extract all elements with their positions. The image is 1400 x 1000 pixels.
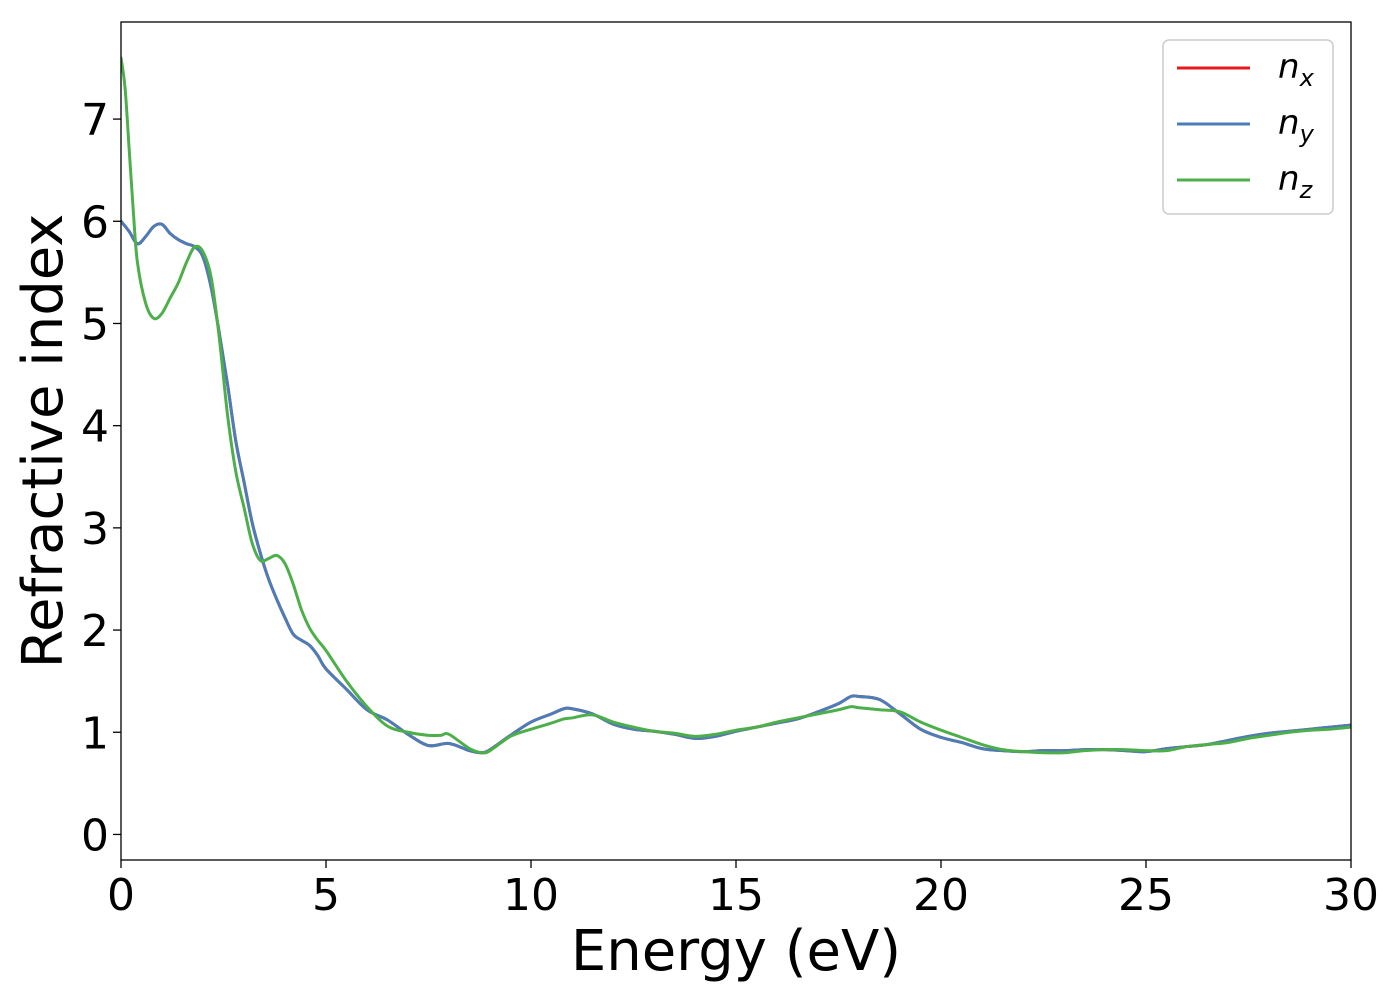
legend-label-y: ny: [1278, 103, 1315, 148]
series-line-z: [121, 56, 1351, 755]
y-tick-label: 3: [81, 504, 109, 555]
legend-label-x: nx: [1278, 47, 1315, 92]
y-tick-label: 6: [81, 197, 109, 248]
y-axis-label: Refractive index: [11, 214, 76, 669]
legend: nx ny nz: [1162, 39, 1334, 215]
series-line-y: [121, 219, 1351, 755]
x-tick-label: 10: [503, 870, 559, 921]
y-tick-label: 4: [81, 402, 109, 453]
y-tick-label: 0: [81, 810, 109, 861]
x-tick-label: 20: [913, 870, 969, 921]
x-tick-label: 0: [107, 870, 135, 921]
x-axis-label: Energy (eV): [571, 919, 901, 984]
y-tick-label: 1: [81, 708, 109, 759]
y-tick-label: 5: [81, 299, 109, 350]
x-tick-label: 5: [312, 870, 340, 921]
ticks-layer: 0 5 10 15 20 25 30 0 1 2 3 4 5 6 7: [81, 95, 1379, 921]
x-tick-label: 30: [1323, 870, 1379, 921]
legend-box: [1162, 39, 1334, 215]
series-layer: [121, 56, 1351, 755]
y-tick-label: 7: [81, 95, 109, 146]
y-tick-label: 2: [81, 606, 109, 657]
series-line-x: [121, 219, 1351, 755]
x-tick-label: 15: [708, 870, 764, 921]
x-tick-label: 25: [1118, 870, 1174, 921]
legend-label-z: nz: [1278, 159, 1314, 204]
